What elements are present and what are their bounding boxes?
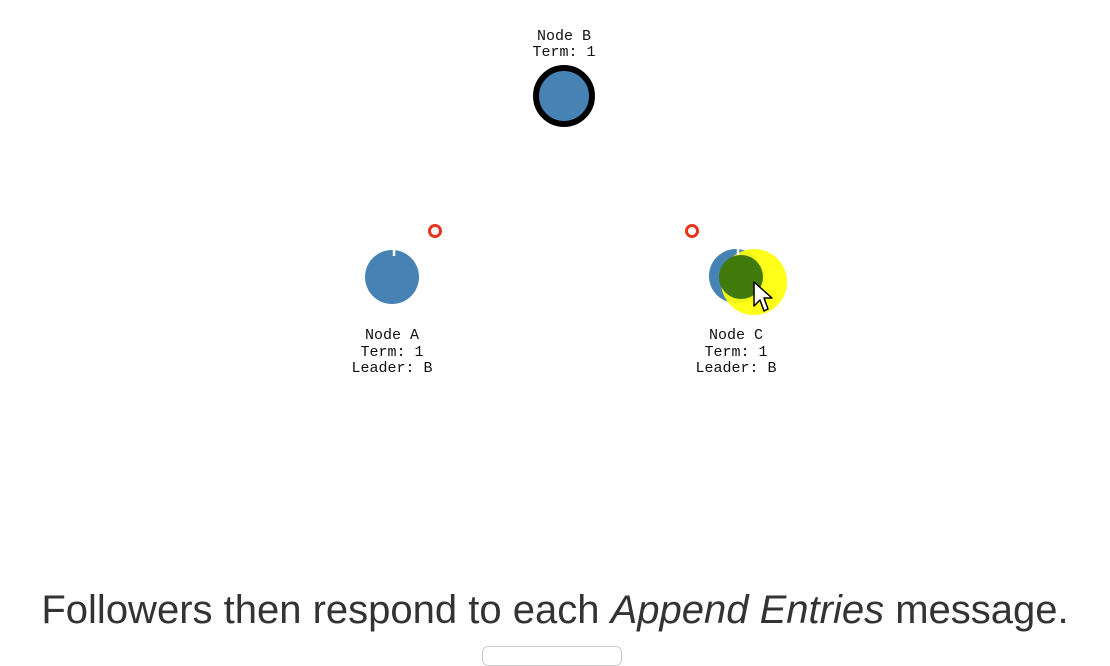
caption-text-before: Followers then respond to each (41, 588, 611, 632)
node-a-leader: Leader: B (351, 360, 432, 377)
node-a-term: Term: 1 (360, 344, 423, 361)
node-a-name: Node A (365, 327, 419, 344)
mouse-pointer-icon (753, 281, 773, 312)
node-a[interactable]: Node A Term: 1 Leader: B (351, 249, 433, 377)
node-c-term: Term: 1 (704, 344, 767, 361)
node-c-name: Node C (709, 327, 763, 344)
node-b[interactable]: Node B Term: 1 (532, 28, 596, 127)
caption: Followers then respond to each Append En… (0, 586, 1110, 634)
next-button[interactable] (482, 646, 622, 666)
node-a-circle[interactable] (365, 250, 419, 304)
node-c[interactable]: Node C Term: 1 Leader: B (695, 248, 787, 377)
caption-text-after: message. (884, 588, 1069, 632)
append-entries-response-c (685, 224, 699, 238)
append-entries-response-a (428, 224, 442, 238)
node-c-leader: Leader: B (695, 360, 776, 377)
raft-cluster-diagram: Node B Term: 1 Node A Term: 1 Leader: B … (351, 28, 787, 377)
node-b-term: Term: 1 (532, 44, 595, 61)
caption-emphasis: Append Entries (610, 588, 885, 632)
node-c-hover-overlay (719, 255, 763, 299)
node-b-circle[interactable] (533, 65, 595, 127)
node-b-name: Node B (537, 28, 591, 45)
